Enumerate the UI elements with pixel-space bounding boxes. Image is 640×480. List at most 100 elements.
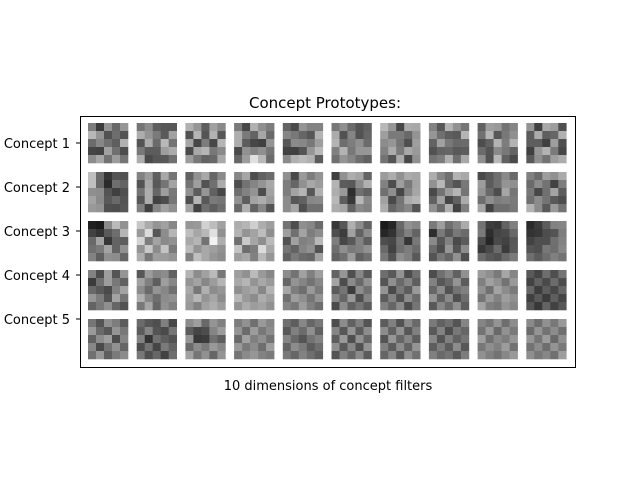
filter-cell <box>542 245 550 253</box>
filter-cell <box>217 147 225 155</box>
filter-cell <box>486 319 494 327</box>
filter-cell <box>429 253 437 261</box>
filter-cell <box>217 335 225 343</box>
filter-cell <box>526 351 534 359</box>
filter-cell <box>453 245 461 253</box>
filter-cell <box>161 139 169 147</box>
filter-cell <box>137 286 145 294</box>
filter-cell <box>332 253 340 261</box>
filter-cell <box>250 245 258 253</box>
filter-cell <box>542 131 550 139</box>
filter-cell <box>137 188 145 196</box>
filter-tile <box>478 172 518 212</box>
filter-cell <box>283 155 291 163</box>
filter-cell <box>193 131 201 139</box>
filter-cell <box>364 286 372 294</box>
filter-cell <box>502 180 510 188</box>
filter-cell <box>266 188 274 196</box>
filter-cell <box>307 343 315 351</box>
filter-cell <box>534 335 542 343</box>
filter-cell <box>388 139 396 147</box>
filter-cell <box>291 172 299 180</box>
filter-cell <box>364 237 372 245</box>
filter-cell <box>404 335 412 343</box>
filter-cell <box>453 196 461 204</box>
filter-cell <box>404 131 412 139</box>
filter-cell <box>437 245 445 253</box>
filter-cell <box>242 335 250 343</box>
filter-cell <box>120 335 128 343</box>
filter-cell <box>104 351 112 359</box>
filter-cell <box>145 278 153 286</box>
filter-cell <box>266 302 274 310</box>
filter-cell <box>356 270 364 278</box>
filter-cell <box>445 302 453 310</box>
filter-cell <box>486 221 494 229</box>
filter-cell <box>266 278 274 286</box>
filter-cell <box>153 245 161 253</box>
filter-cell <box>291 335 299 343</box>
filter-cell <box>234 294 242 302</box>
filter-tile <box>88 221 128 261</box>
filter-cell <box>234 237 242 245</box>
filter-cell <box>201 123 209 131</box>
filter-cell <box>340 237 348 245</box>
filter-cell <box>88 245 96 253</box>
filter-cell <box>412 196 420 204</box>
filter-cell <box>250 180 258 188</box>
filter-cell <box>396 351 404 359</box>
filter-cell <box>461 229 469 237</box>
filter-cell <box>388 302 396 310</box>
filter-cell <box>550 229 558 237</box>
filter-cell <box>217 188 225 196</box>
filter-cell <box>201 245 209 253</box>
filter-cell <box>461 302 469 310</box>
filter-cell <box>161 131 169 139</box>
filter-cell <box>429 196 437 204</box>
filter-cell <box>88 180 96 188</box>
filter-cell <box>429 270 437 278</box>
filter-cell <box>283 180 291 188</box>
filter-cell <box>283 270 291 278</box>
filter-cell <box>88 351 96 359</box>
filter-cell <box>169 319 177 327</box>
filter-cell <box>201 286 209 294</box>
filter-cell <box>266 351 274 359</box>
filter-cell <box>486 335 494 343</box>
filter-cell <box>486 351 494 359</box>
filter-cell <box>340 351 348 359</box>
filter-cell <box>502 351 510 359</box>
filter-cell <box>494 237 502 245</box>
filter-cell <box>558 343 566 351</box>
filter-cell <box>96 294 104 302</box>
filter-cell <box>234 270 242 278</box>
filter-cell <box>437 123 445 131</box>
filter-cell <box>404 221 412 229</box>
filter-cell <box>332 335 340 343</box>
filter-cell <box>510 139 518 147</box>
filter-cell <box>307 245 315 253</box>
filter-cell <box>534 131 542 139</box>
filter-cell <box>526 172 534 180</box>
filter-cell <box>558 123 566 131</box>
filter-cell <box>364 327 372 335</box>
filter-cell <box>558 286 566 294</box>
filter-cell <box>145 155 153 163</box>
filter-cell <box>526 196 534 204</box>
filter-cell <box>478 237 486 245</box>
filter-cell <box>332 172 340 180</box>
filter-cell <box>96 270 104 278</box>
filter-cell <box>502 343 510 351</box>
filter-cell <box>291 204 299 212</box>
filter-cell <box>153 221 161 229</box>
filter-cell <box>315 180 323 188</box>
filter-cell <box>169 188 177 196</box>
filter-tile <box>185 221 225 261</box>
filter-cell <box>201 294 209 302</box>
filter-cell <box>153 302 161 310</box>
filter-cell <box>364 270 372 278</box>
filter-cell <box>364 351 372 359</box>
filter-cell <box>137 131 145 139</box>
filter-cell <box>104 294 112 302</box>
